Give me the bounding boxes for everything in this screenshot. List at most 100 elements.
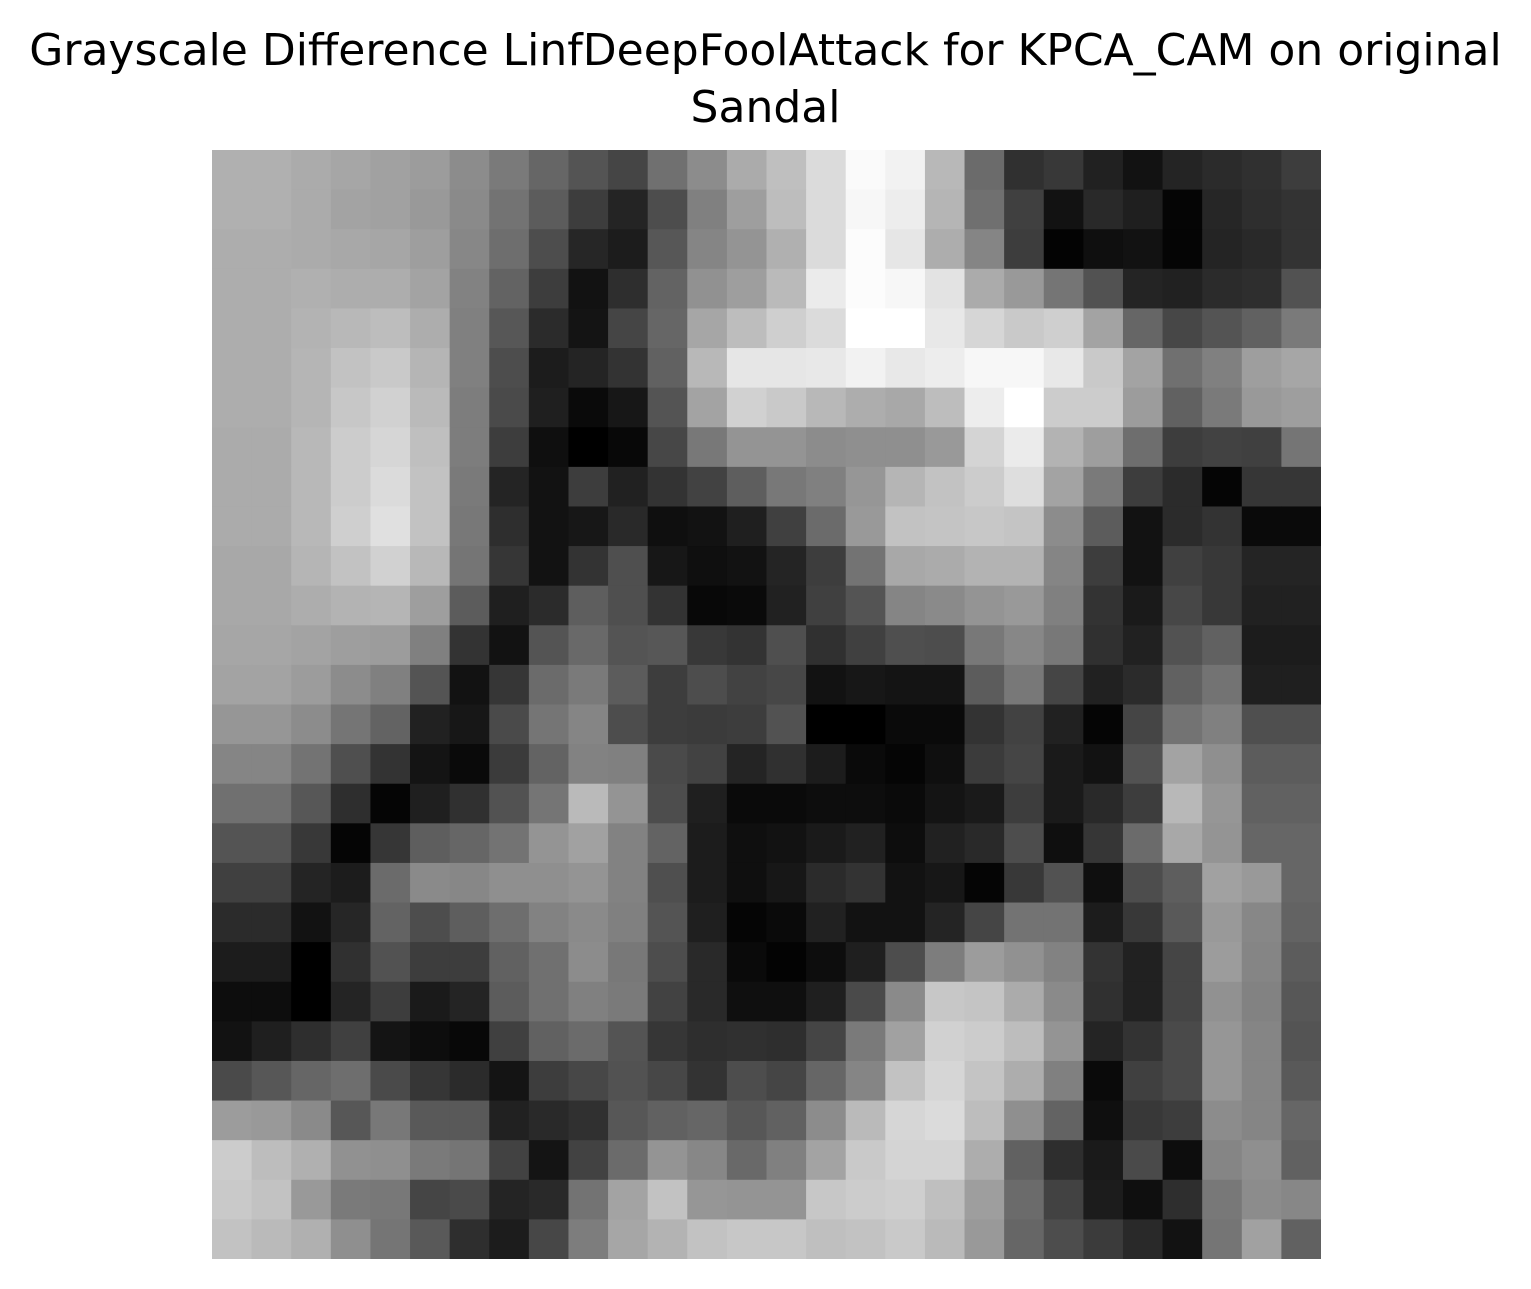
heatmap-cell-r0-c19 — [964, 150, 1005, 191]
heatmap-cell-r2-c6 — [449, 229, 490, 270]
heatmap-cell-r19-c5 — [410, 902, 451, 943]
heatmap-cell-r7-c26 — [1241, 427, 1282, 468]
heatmap-cell-r9-c0 — [212, 506, 253, 547]
heatmap-cell-r5-c24 — [1162, 348, 1203, 389]
heatmap-cell-r1-c25 — [1202, 189, 1243, 230]
heatmap-cell-r13-c16 — [845, 664, 886, 706]
heatmap-cell-r10-c4 — [370, 546, 411, 587]
heatmap-cell-r11-c21 — [1043, 585, 1084, 626]
heatmap-cell-r23-c21 — [1043, 1060, 1084, 1102]
heatmap-cell-r25-c0 — [212, 1140, 253, 1181]
heatmap-cell-r9-c8 — [528, 506, 570, 547]
heatmap-cell-r20-c20 — [1004, 942, 1045, 983]
heatmap-cell-r11-c0 — [212, 585, 253, 626]
heatmap-cell-r18-c8 — [528, 862, 570, 904]
heatmap-cell-r23-c19 — [964, 1060, 1005, 1102]
heatmap-cell-r2-c9 — [568, 229, 609, 270]
heatmap-cell-r21-c15 — [806, 981, 847, 1022]
heatmap-cell-r12-c14 — [766, 625, 807, 666]
heatmap-cell-r14-c24 — [1162, 704, 1203, 745]
heatmap-cell-r25-c3 — [330, 1140, 372, 1181]
heatmap-cell-r26-c25 — [1202, 1179, 1243, 1220]
heatmap-cell-r26-c26 — [1241, 1179, 1282, 1220]
heatmap-cell-r13-c22 — [1083, 664, 1124, 706]
heatmap-cell-r9-c12 — [687, 506, 728, 547]
heatmap-cell-r8-c17 — [885, 466, 926, 508]
heatmap-cell-r19-c14 — [766, 902, 807, 943]
heatmap-cell-r23-c17 — [885, 1060, 926, 1102]
heatmap-cell-r4-c6 — [449, 308, 490, 349]
heatmap-cell-r25-c9 — [568, 1140, 609, 1181]
heatmap-cell-r19-c16 — [845, 902, 886, 943]
heatmap-cell-r23-c20 — [1004, 1060, 1045, 1102]
heatmap-cell-r2-c20 — [1004, 229, 1045, 270]
heatmap-cell-r1-c23 — [1122, 189, 1164, 230]
heatmap-cell-r8-c6 — [449, 466, 490, 508]
heatmap-cell-r9-c24 — [1162, 506, 1203, 547]
heatmap-cell-r25-c24 — [1162, 1140, 1203, 1181]
heatmap-cell-r6-c5 — [410, 387, 451, 428]
heatmap-cell-r24-c19 — [964, 1100, 1005, 1141]
heatmap-cell-r5-c6 — [449, 348, 490, 389]
heatmap-cell-r14-c9 — [568, 704, 609, 745]
heatmap-cell-r27-c18 — [924, 1219, 966, 1259]
heatmap-cell-r24-c25 — [1202, 1100, 1243, 1141]
heatmap-cell-r16-c20 — [1004, 783, 1045, 824]
heatmap-cell-r14-c14 — [766, 704, 807, 745]
heatmap-cell-r21-c7 — [489, 981, 530, 1022]
heatmap-cell-r12-c2 — [291, 625, 332, 666]
heatmap-cell-r9-c17 — [885, 506, 926, 547]
heatmap-cell-r12-c25 — [1202, 625, 1243, 666]
heatmap-cell-r7-c8 — [528, 427, 570, 468]
heatmap-cell-r1-c10 — [608, 189, 649, 230]
heatmap-cell-r18-c12 — [687, 862, 728, 904]
heatmap-cell-r0-c13 — [726, 150, 768, 191]
heatmap-cell-r3-c14 — [766, 268, 807, 310]
heatmap-cell-r9-c3 — [330, 506, 372, 547]
heatmap-cell-r26-c9 — [568, 1179, 609, 1220]
heatmap-cell-r10-c0 — [212, 546, 253, 587]
heatmap-cell-r5-c18 — [924, 348, 966, 389]
heatmap-cell-r5-c11 — [647, 348, 688, 389]
heatmap-cell-r4-c14 — [766, 308, 807, 349]
heatmap-cell-r24-c15 — [806, 1100, 847, 1141]
heatmap-cell-r14-c22 — [1083, 704, 1124, 745]
heatmap-cell-r22-c4 — [370, 1021, 411, 1062]
heatmap-cell-r5-c20 — [1004, 348, 1045, 389]
heatmap-cell-r7-c11 — [647, 427, 688, 468]
heatmap-cell-r24-c8 — [528, 1100, 570, 1141]
heatmap-cell-r26-c4 — [370, 1179, 411, 1220]
heatmap-cell-r21-c14 — [766, 981, 807, 1022]
heatmap-cell-r10-c14 — [766, 546, 807, 587]
heatmap-cell-r22-c24 — [1162, 1021, 1203, 1062]
heatmap-cell-r23-c23 — [1122, 1060, 1164, 1102]
heatmap-cell-r10-c10 — [608, 546, 649, 587]
heatmap-cell-r23-c3 — [330, 1060, 372, 1102]
heatmap-cell-r10-c13 — [726, 546, 768, 587]
heatmap-cell-r8-c22 — [1083, 466, 1124, 508]
heatmap-cell-r1-c22 — [1083, 189, 1124, 230]
heatmap-cell-r9-c23 — [1122, 506, 1164, 547]
heatmap-cell-r2-c25 — [1202, 229, 1243, 270]
heatmap-cell-r24-c26 — [1241, 1100, 1282, 1141]
heatmap-cell-r22-c14 — [766, 1021, 807, 1062]
heatmap-cell-r10-c19 — [964, 546, 1005, 587]
heatmap-cell-r8-c1 — [251, 466, 292, 508]
heatmap-cell-r10-c21 — [1043, 546, 1084, 587]
heatmap-cell-r3-c8 — [528, 268, 570, 310]
heatmap-cell-r9-c2 — [291, 506, 332, 547]
heatmap-cell-r0-c6 — [449, 150, 490, 191]
heatmap-cell-r2-c4 — [370, 229, 411, 270]
heatmap-cell-r19-c15 — [806, 902, 847, 943]
heatmap-cell-r5-c25 — [1202, 348, 1243, 389]
heatmap-cell-r6-c7 — [489, 387, 530, 428]
heatmap-cell-r20-c26 — [1241, 942, 1282, 983]
heatmap-cell-r15-c5 — [410, 744, 451, 785]
heatmap-cell-r24-c1 — [251, 1100, 292, 1141]
heatmap-cell-r3-c9 — [568, 268, 609, 310]
heatmap-cell-r3-c23 — [1122, 268, 1164, 310]
heatmap-cell-r12-c7 — [489, 625, 530, 666]
heatmap-cell-r16-c14 — [766, 783, 807, 824]
heatmap-cell-r5-c15 — [806, 348, 847, 389]
heatmap-cell-r18-c13 — [726, 862, 768, 904]
